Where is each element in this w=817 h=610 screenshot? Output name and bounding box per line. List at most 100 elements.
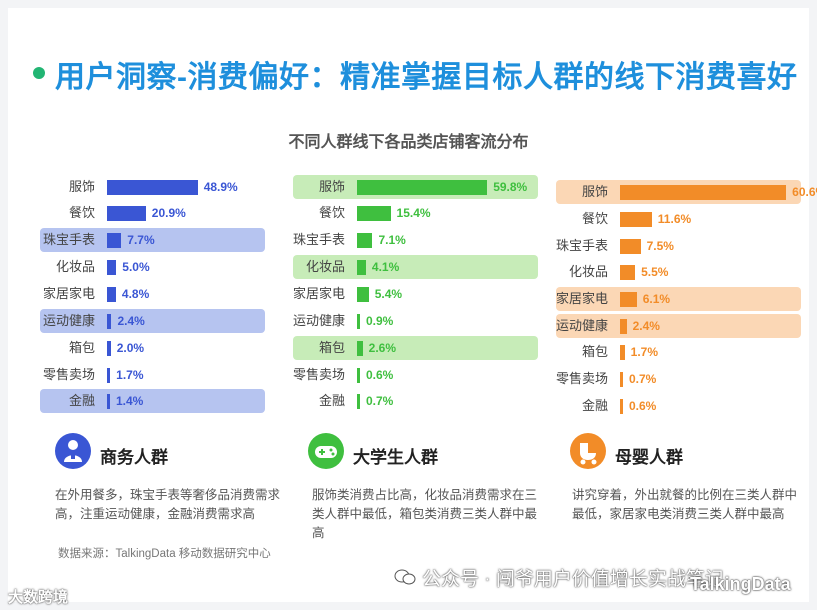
- bar-row: 金融 1.4%: [40, 389, 265, 413]
- row-highlight: [556, 314, 801, 338]
- segment-desc-maternal: 讲究穿着，外出就餐的比例在三类人群中最低，家居家电类消费三类人群中最高: [572, 488, 798, 521]
- value-label: 5.4%: [374, 287, 403, 301]
- value-label: 2.4%: [632, 319, 660, 333]
- bar: [357, 233, 373, 248]
- category-label: 零售卖场: [292, 367, 345, 382]
- category-label: 餐饮: [318, 205, 345, 220]
- row-highlight: [293, 255, 538, 279]
- category-label: 珠宝手表: [42, 232, 95, 247]
- segment-title-student: 大学生人群: [353, 448, 438, 467]
- value-label: 0.9%: [366, 314, 394, 328]
- category-label: 化妆品: [55, 259, 95, 274]
- segment-title-business: 商务人群: [100, 448, 168, 467]
- category-label: 化妆品: [305, 259, 345, 274]
- bar: [357, 206, 391, 221]
- bar: [620, 185, 787, 200]
- row-highlight: [40, 228, 265, 252]
- bar-row: 化妆品 4.1%: [293, 255, 538, 279]
- bar: [357, 394, 360, 409]
- value-label: 5.5%: [641, 265, 669, 279]
- bar: [107, 314, 112, 329]
- value-label: 15.4%: [396, 206, 431, 220]
- category-label: 金融: [318, 393, 345, 408]
- value-label: 7.5%: [646, 239, 674, 253]
- value-label: 1.7%: [116, 368, 144, 382]
- bar-row: 珠宝手表 7.5%: [556, 234, 801, 258]
- category-label: 服饰: [318, 179, 345, 194]
- category-label: 珠宝手表: [555, 238, 608, 253]
- category-label: 餐饮: [581, 211, 608, 226]
- bar-row: 运动健康 0.9%: [293, 309, 538, 333]
- row-highlight: [40, 309, 265, 333]
- category-label: 服饰: [581, 184, 608, 199]
- bar-row: 珠宝手表 7.7%: [40, 228, 265, 252]
- bar-row: 珠宝手表 7.1%: [293, 228, 538, 252]
- chart-panel-business: 服饰 48.9% 餐饮 20.9% 珠宝手表 7.7% 化妆品 5.0% 家居家电 4.8% 运动健…: [40, 170, 265, 425]
- bar: [620, 239, 641, 254]
- row-highlight: [293, 336, 538, 360]
- wechat-icon: [394, 569, 416, 585]
- title-bullet: [33, 67, 45, 79]
- category-label: 运动健康: [292, 313, 345, 328]
- talkingdata-logo: TalkingData: [690, 574, 791, 594]
- value-label: 0.7%: [629, 372, 657, 386]
- value-label: 1.4%: [116, 394, 144, 408]
- value-label: 60.6%: [792, 185, 817, 199]
- bar-row: 运动健康 2.4%: [40, 309, 265, 333]
- value-label: 2.4%: [117, 314, 145, 328]
- bar-row: 零售卖场 0.6%: [293, 363, 538, 387]
- value-label: 2.0%: [116, 341, 145, 355]
- bar-row: 家居家电 5.4%: [293, 282, 538, 306]
- business-person-icon: [55, 433, 91, 469]
- data-source: 数据来源：TalkingData 移动数据研究中心: [58, 548, 271, 560]
- value-label: 4.1%: [371, 260, 400, 274]
- bar: [357, 287, 369, 302]
- chart-panel-maternal: 服饰 60.6% 餐饮 11.6% 珠宝手表 7.5% 化妆品 5.5% 家居家电 6.1% 运动健…: [555, 170, 817, 425]
- value-label: 48.9%: [203, 180, 238, 194]
- bar: [357, 260, 366, 275]
- bar: [620, 319, 627, 334]
- bar: [620, 345, 625, 360]
- category-label: 餐饮: [68, 205, 95, 220]
- category-label: 服饰: [68, 179, 95, 194]
- bar-row: 服饰 60.6%: [556, 180, 817, 204]
- segment-title-maternal: 母婴人群: [615, 448, 683, 467]
- category-label: 家居家电: [42, 286, 95, 301]
- category-label: 箱包: [581, 344, 608, 359]
- bar-row: 箱包 2.6%: [293, 336, 538, 360]
- bar: [620, 372, 623, 387]
- bar-row: 餐饮 15.4%: [293, 201, 538, 225]
- bar: [107, 180, 198, 195]
- value-label: 20.9%: [151, 206, 186, 220]
- bar-row: 金融 0.7%: [293, 389, 538, 413]
- gamepad-icon: [308, 433, 344, 469]
- category-label: 家居家电: [555, 291, 608, 306]
- chart-panel-student: 服饰 59.8% 餐饮 15.4% 珠宝手表 7.1% 化妆品 4.1% 家居家电 5.4% 运动健…: [293, 170, 538, 425]
- bar-row: 金融 0.6%: [556, 394, 801, 418]
- category-label: 珠宝手表: [292, 232, 345, 247]
- segment-desc-student: 服饰类消费占比高，化妆品消费需求在三类人群中最低，箱包类消费三类人群中最高: [312, 488, 538, 540]
- row-highlight: [40, 389, 265, 413]
- bar-row: 化妆品 5.5%: [556, 260, 801, 284]
- bar-row: 箱包 2.0%: [40, 336, 265, 360]
- bar: [107, 394, 110, 409]
- bar-row: 服饰 59.8%: [293, 175, 538, 199]
- watermark-right-text: 公众号 · 闯爷用户价值增长实战笔记: [422, 569, 724, 590]
- bar: [107, 206, 146, 221]
- category-label: 运动健康: [555, 318, 608, 333]
- bar: [620, 265, 636, 280]
- bar-row: 家居家电 4.8%: [40, 282, 265, 306]
- category-label: 箱包: [68, 340, 95, 355]
- chart-title: 不同人群线下各品类店铺客流分布: [288, 134, 529, 151]
- value-label: 7.7%: [127, 233, 155, 247]
- bar-row: 餐饮 20.9%: [40, 201, 265, 225]
- bar: [357, 314, 360, 329]
- value-label: 0.7%: [366, 394, 394, 408]
- bar: [107, 233, 122, 248]
- bar-row: 箱包 1.7%: [556, 340, 801, 364]
- value-label: 59.8%: [493, 180, 528, 194]
- value-label: 5.0%: [122, 260, 150, 274]
- category-label: 箱包: [318, 340, 345, 355]
- row-highlight: [556, 287, 801, 311]
- bar: [620, 212, 652, 227]
